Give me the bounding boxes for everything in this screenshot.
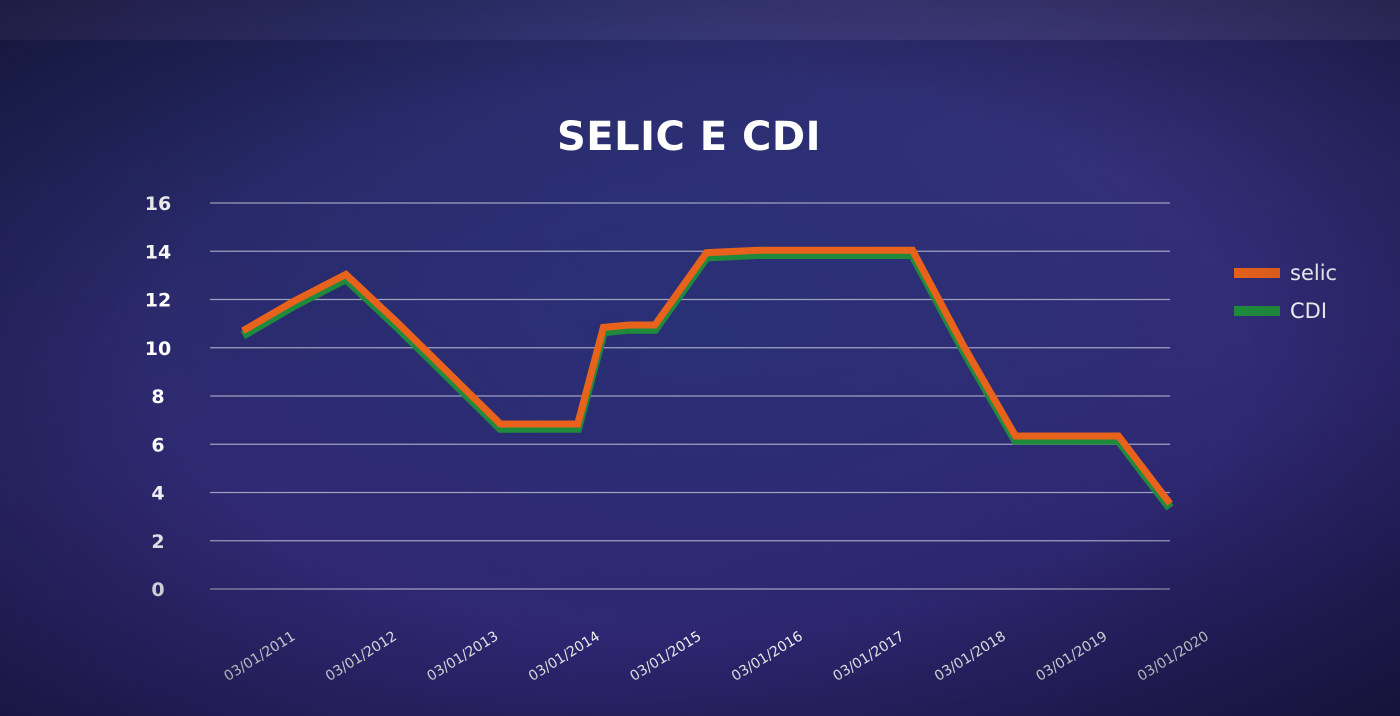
y-tick-label: 6 bbox=[151, 434, 164, 456]
x-tick-label: 03/01/2015 bbox=[627, 628, 704, 684]
x-tick-label: 03/01/2016 bbox=[729, 628, 806, 684]
x-tick-label: 03/01/2018 bbox=[932, 628, 1009, 684]
legend-label-selic: selic bbox=[1290, 261, 1337, 285]
x-tick-label: 03/01/2017 bbox=[830, 628, 907, 684]
chart-title: SELIC E CDI bbox=[557, 114, 821, 160]
x-tick-label: 03/01/2020 bbox=[1135, 628, 1212, 684]
gridlines bbox=[210, 202, 1170, 590]
y-tick-label: 0 bbox=[151, 579, 164, 601]
y-tick-label: 14 bbox=[145, 241, 171, 263]
y-tick-label: 10 bbox=[145, 338, 171, 360]
y-tick-label: 8 bbox=[151, 386, 164, 408]
legend: selic CDI bbox=[1234, 261, 1337, 323]
y-tick-label: 12 bbox=[145, 290, 171, 312]
legend-swatch-selic bbox=[1234, 268, 1280, 278]
y-tick-label: 16 bbox=[145, 193, 171, 215]
y-tick-label: 4 bbox=[151, 483, 164, 505]
x-tick-label: 03/01/2013 bbox=[424, 628, 501, 684]
x-axis-ticks: 03/01/2011 03/01/2012 03/01/2013 03/01/2014… bbox=[221, 628, 1211, 684]
series-line-selic bbox=[241, 246, 1173, 506]
x-tick-label: 03/01/2019 bbox=[1033, 628, 1110, 684]
series-line-cdi bbox=[240, 250, 1174, 511]
legend-swatch-cdi bbox=[1234, 306, 1280, 316]
x-tick-label: 03/01/2014 bbox=[526, 628, 603, 684]
y-tick-label: 2 bbox=[151, 531, 164, 553]
legend-label-cdi: CDI bbox=[1290, 299, 1327, 323]
series-lines bbox=[240, 246, 1174, 511]
x-tick-label: 03/01/2011 bbox=[221, 628, 298, 684]
y-axis-ticks: 0 2 4 6 8 10 12 14 16 bbox=[145, 193, 171, 601]
x-tick-label: 03/01/2012 bbox=[323, 628, 400, 684]
